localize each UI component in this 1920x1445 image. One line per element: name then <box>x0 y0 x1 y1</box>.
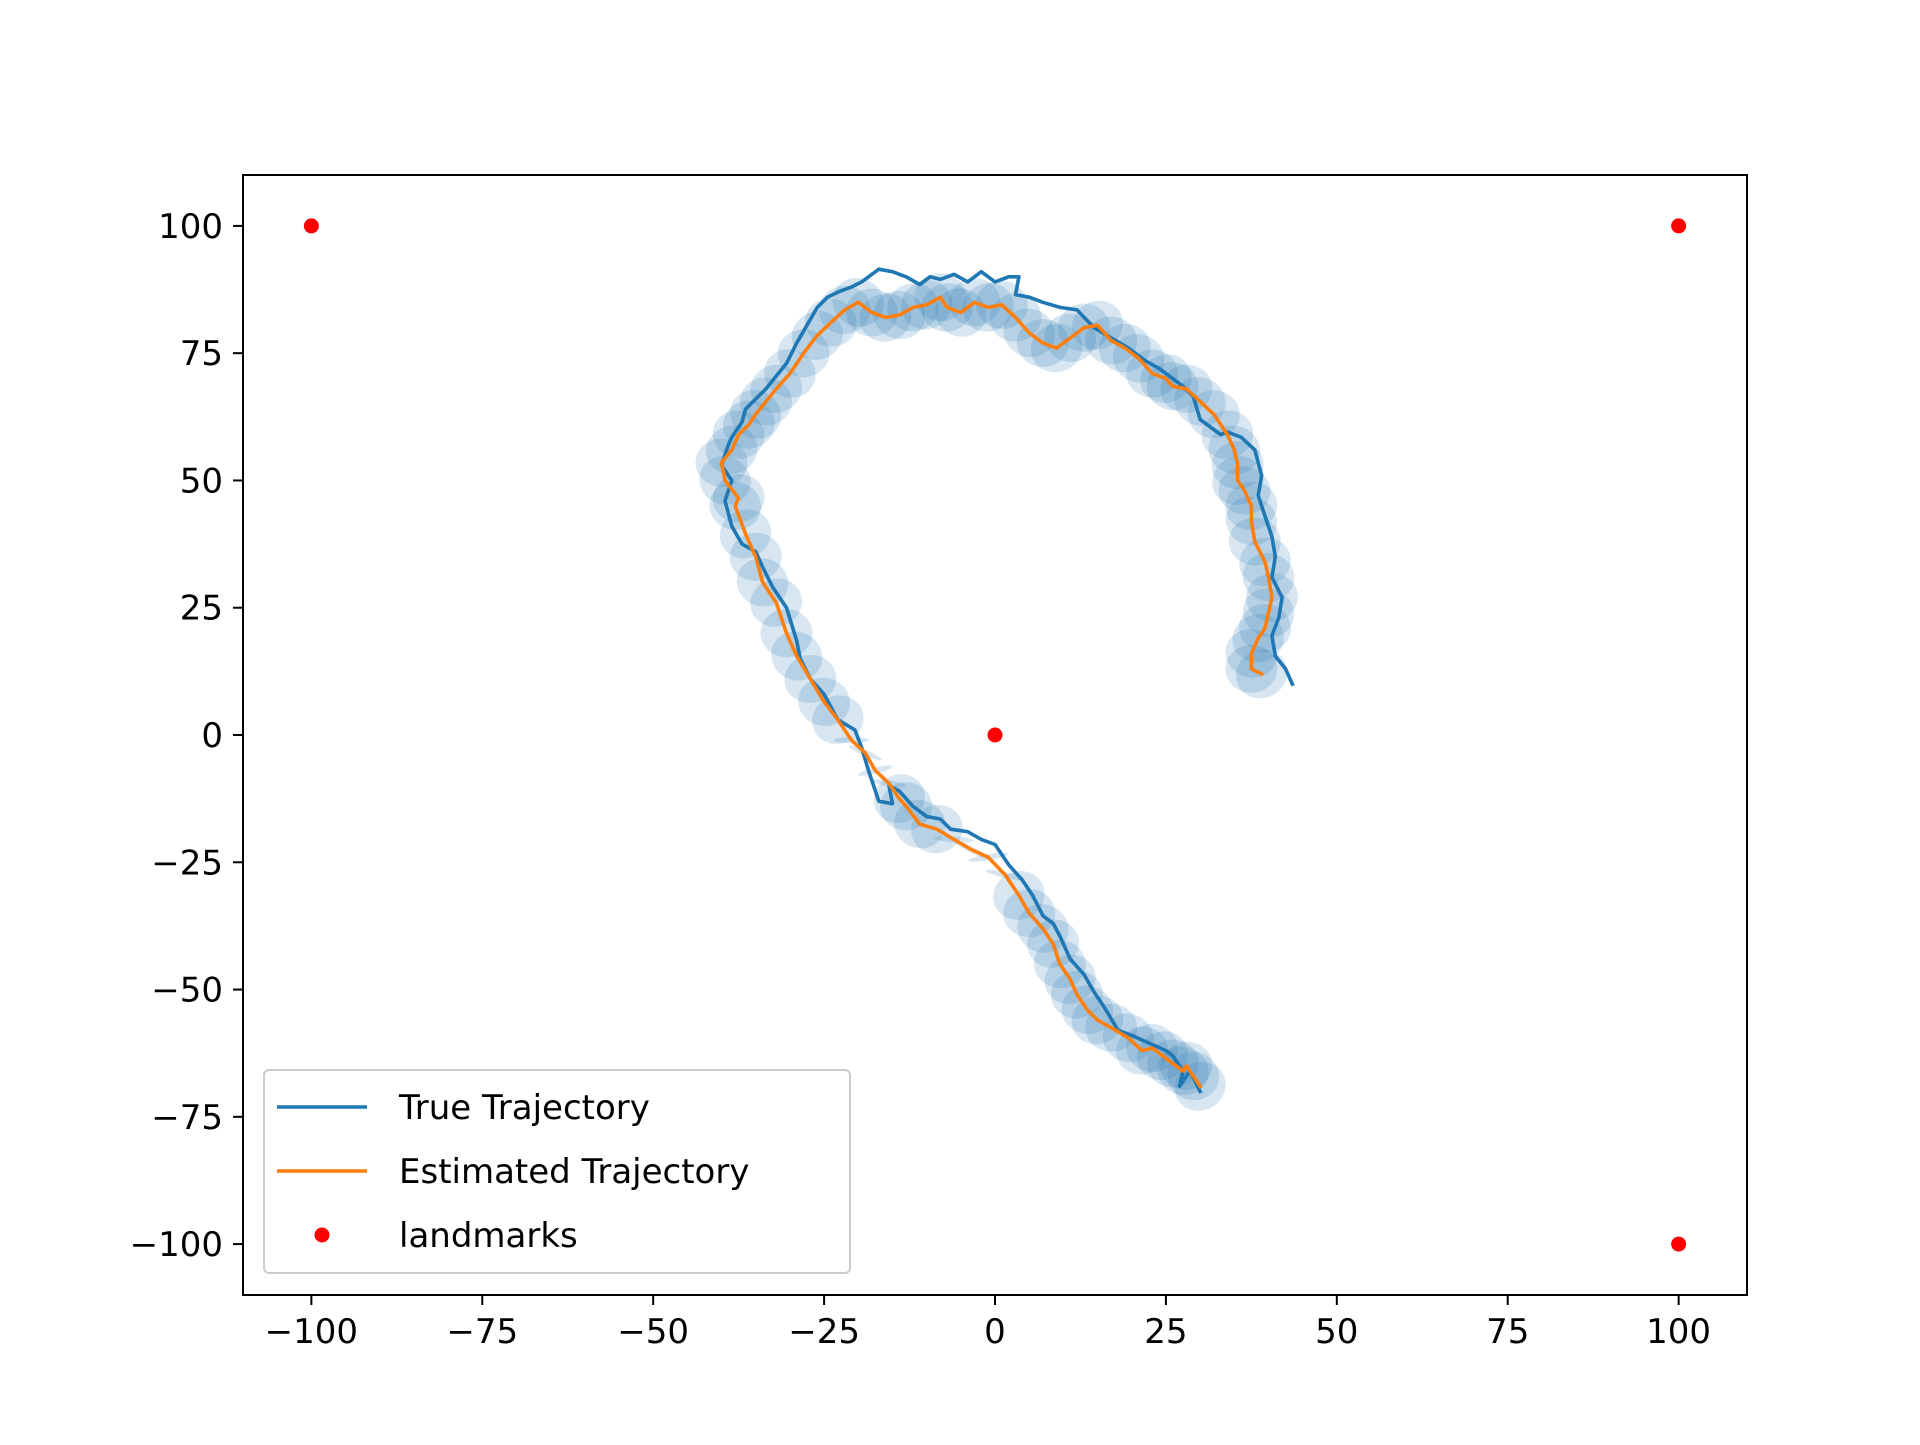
y-tick-label: −100 <box>130 1225 223 1265</box>
uncertainty-ellipses <box>695 273 1298 1111</box>
y-tick-label: 75 <box>180 334 223 374</box>
series-layer <box>719 267 1295 1094</box>
y-tick-label: 0 <box>201 716 223 756</box>
legend-true-trajectory-label: True Trajectory <box>398 1088 650 1128</box>
y-tick-label: 100 <box>158 207 223 247</box>
x-tick-label: −25 <box>788 1312 860 1352</box>
x-tick-label: 75 <box>1486 1312 1529 1352</box>
legend-box <box>263 1069 851 1274</box>
legend-landmarks-label: landmarks <box>399 1216 578 1256</box>
legend-estimated-trajectory-label: Estimated Trajectory <box>399 1152 749 1192</box>
x-tick-label: 50 <box>1315 1312 1358 1352</box>
x-tick-label: −50 <box>617 1312 689 1352</box>
landmark-point <box>1671 218 1687 234</box>
axes: −100 −75 −50 −25 0 25 50 75 100 −100 −75 −50 −25 0 25 5… <box>130 207 1711 1352</box>
landmark-point <box>1671 1236 1687 1252</box>
x-tick-label: −75 <box>446 1312 518 1352</box>
y-tick-label: 25 <box>180 589 223 629</box>
x-tick-label: 0 <box>984 1312 1006 1352</box>
landmark-point <box>987 727 1003 743</box>
landmark-markers <box>303 218 1687 1252</box>
y-tick-label: −75 <box>151 1098 223 1138</box>
x-tick-label: 25 <box>1144 1312 1187 1352</box>
x-tick-label: −100 <box>265 1312 358 1352</box>
y-tick-label: −50 <box>151 971 223 1011</box>
legend: True Trajectory Estimated Trajectory landm… <box>263 1069 851 1274</box>
x-tick-label: 100 <box>1646 1312 1711 1352</box>
true-trajectory-line <box>719 267 1295 1094</box>
y-tick-label: 50 <box>180 461 223 501</box>
landmark-point <box>303 218 319 234</box>
y-tick-label: −25 <box>151 843 223 883</box>
estimated-trajectory-line <box>719 295 1274 1089</box>
legend-landmarks-swatch <box>314 1227 330 1243</box>
